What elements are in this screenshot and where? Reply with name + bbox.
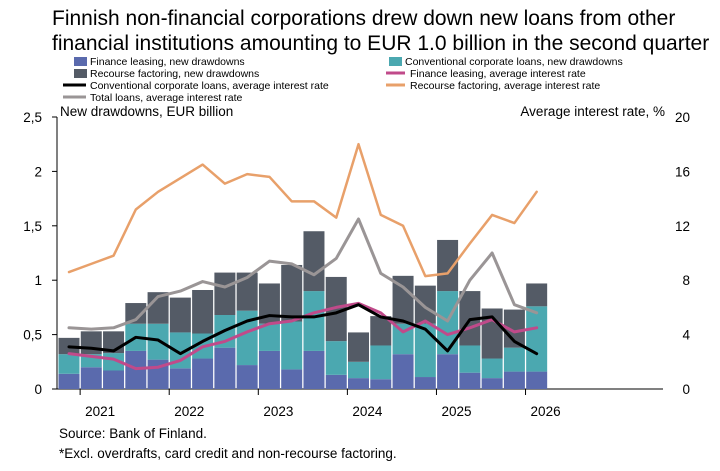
y-right-tick-label: 8 bbox=[682, 273, 690, 288]
bar-conventional bbox=[459, 345, 481, 373]
x-year-label: 2023 bbox=[263, 404, 293, 419]
y-right-tick-label: 16 bbox=[675, 164, 690, 179]
bar-recourse-factoring bbox=[392, 275, 414, 324]
bar-conventional bbox=[526, 306, 548, 372]
bar-finance-leasing bbox=[281, 369, 303, 389]
y-left-tick-label: 0 bbox=[34, 382, 42, 397]
bar-recourse-factoring bbox=[214, 272, 236, 316]
bar-finance-leasing bbox=[370, 379, 392, 389]
bar-finance-leasing bbox=[348, 378, 370, 389]
x-year-label: 2021 bbox=[85, 404, 115, 419]
conventional-rate-line bbox=[67, 303, 539, 356]
y-right-tick-label: 0 bbox=[682, 382, 690, 397]
bar-recourse-factoring bbox=[526, 283, 548, 307]
bar-finance-leasing bbox=[303, 350, 325, 389]
bar-conventional bbox=[325, 341, 347, 375]
bar-conventional bbox=[169, 332, 191, 369]
bar-recourse-factoring bbox=[258, 283, 280, 324]
chart-title-line-1: Finnish non-financial corporations drew … bbox=[52, 7, 675, 30]
bar-finance-leasing bbox=[103, 370, 125, 389]
y-left-tick-label: 1,5 bbox=[23, 219, 42, 234]
bar-recourse-factoring bbox=[236, 272, 258, 311]
y-right-tick-label: 4 bbox=[682, 328, 690, 343]
source-note: Source: Bank of Finland. bbox=[59, 426, 207, 441]
x-year-label: 2022 bbox=[174, 404, 204, 419]
legend-label-finance-leasing-drawdowns: Finance leasing, new drawdowns bbox=[90, 56, 245, 68]
bar-conventional bbox=[348, 361, 370, 379]
bar-conventional bbox=[503, 347, 525, 372]
bar-finance-leasing bbox=[503, 371, 525, 389]
bar-recourse-factoring bbox=[370, 316, 392, 346]
bar-finance-leasing bbox=[392, 354, 414, 389]
bar-conventional bbox=[303, 291, 325, 351]
x-year-label: 2025 bbox=[441, 404, 471, 419]
total-rate-line bbox=[67, 217, 539, 331]
legend-label-recourse-factoring-drawdowns: Recourse factoring, new drawdowns bbox=[90, 68, 259, 80]
y-axis-right-title: Average interest rate, % bbox=[520, 104, 665, 119]
bar-recourse-factoring bbox=[192, 289, 214, 334]
bar-conventional bbox=[437, 291, 459, 355]
bar-finance-leasing bbox=[481, 378, 503, 389]
bar-finance-leasing bbox=[414, 377, 436, 389]
legend-label-total-rate: Total loans, average interest rate bbox=[90, 92, 242, 104]
bar-recourse-factoring bbox=[303, 231, 325, 292]
chart-title-line-2: financial institutions amounting to EUR … bbox=[52, 32, 709, 55]
bar-finance-leasing bbox=[58, 373, 80, 389]
plot-area: 0 0,5 1 1,5 2 2,5 0 4 8 12 16 20 2021 2022 2023 2024 202… bbox=[23, 110, 690, 419]
bar-finance-leasing bbox=[459, 372, 481, 389]
y-right-tick-label: 12 bbox=[675, 219, 690, 234]
bar-recourse-factoring bbox=[169, 297, 191, 333]
legend-label-conventional-drawdowns: Conventional corporate loans, new drawdo… bbox=[405, 56, 623, 68]
footnote: *Excl. overdrafts, card credit and non-r… bbox=[59, 446, 397, 461]
bar-conventional bbox=[58, 354, 80, 374]
legend-swatch-finance-leasing-drawdowns bbox=[74, 57, 87, 66]
bar-recourse-factoring bbox=[325, 276, 347, 342]
bar-recourse-factoring bbox=[437, 239, 459, 292]
bar-finance-leasing bbox=[192, 358, 214, 389]
bar-recourse-factoring bbox=[281, 264, 303, 322]
legend-label-recourse-factoring-rate: Recourse factoring, average interest rat… bbox=[410, 80, 600, 92]
bar-recourse-factoring bbox=[503, 309, 525, 348]
x-year-label: 2024 bbox=[352, 404, 383, 419]
bar-finance-leasing bbox=[214, 347, 236, 389]
legend-label-conventional-rate: Conventional corporate loans, average in… bbox=[90, 80, 329, 92]
x-year-label: 2026 bbox=[531, 404, 561, 419]
y-left-tick-label: 1 bbox=[34, 273, 42, 288]
y-axis-left-title: New drawdowns, EUR billion bbox=[60, 104, 233, 119]
y-left-tick-label: 2 bbox=[34, 164, 42, 179]
bar-finance-leasing bbox=[236, 365, 258, 389]
bar-finance-leasing bbox=[526, 371, 548, 389]
bar-recourse-factoring bbox=[414, 285, 436, 324]
y-left-tick-label: 0,5 bbox=[23, 328, 42, 343]
bar-finance-leasing bbox=[437, 354, 459, 389]
legend: Finance leasing, new drawdowns Conventio… bbox=[63, 56, 623, 104]
bar-recourse-factoring bbox=[348, 332, 370, 362]
legend-swatch-recourse-factoring-drawdowns bbox=[74, 69, 87, 78]
bar-conventional bbox=[414, 323, 436, 378]
legend-label-finance-leasing-rate: Finance leasing, average interest rate bbox=[410, 68, 586, 80]
bar-conventional bbox=[392, 323, 414, 355]
y-right-tick-label: 20 bbox=[675, 110, 690, 125]
bar-conventional bbox=[370, 345, 392, 380]
bar-finance-leasing bbox=[80, 367, 102, 389]
bar-conventional bbox=[481, 358, 503, 379]
bar-conventional bbox=[281, 321, 303, 370]
bar-recourse-factoring bbox=[80, 331, 102, 355]
bar-recourse-factoring bbox=[125, 303, 147, 324]
recourse-factoring-rate-line bbox=[67, 142, 538, 278]
y-left-tick-label: 2,5 bbox=[23, 110, 42, 125]
bar-finance-leasing bbox=[258, 350, 280, 389]
bar-finance-leasing bbox=[169, 368, 191, 389]
bar-finance-leasing bbox=[325, 374, 347, 389]
legend-swatch-conventional-drawdowns bbox=[389, 57, 402, 66]
bar-conventional bbox=[258, 323, 280, 351]
